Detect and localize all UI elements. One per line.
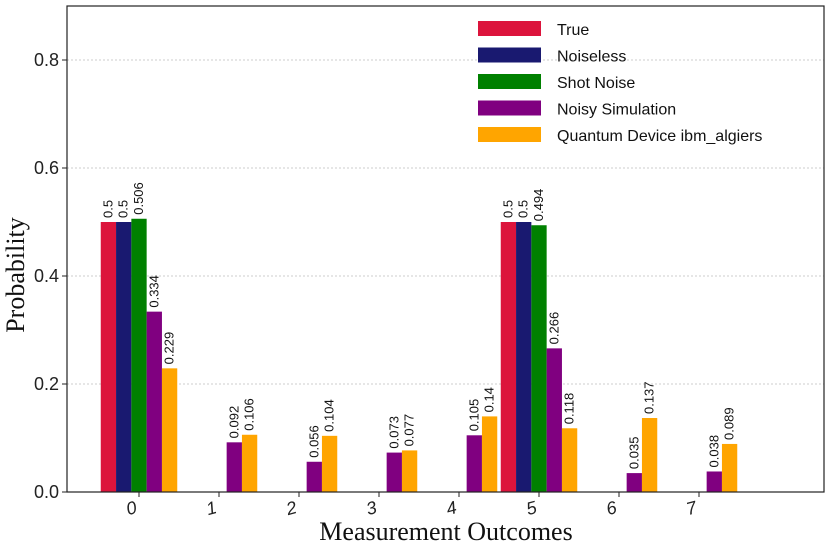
value-label: 0.229 [162,332,177,365]
legend: True Noiseless Shot Noise Noisy Simulation Q… [478,21,762,145]
bar [626,473,642,492]
plot-frame [66,5,825,493]
x-tick-label: 1 [204,497,219,519]
value-label: 0.494 [531,189,546,222]
bar [401,450,418,492]
x-tick-label: 3 [364,497,379,519]
legend-label: Shot Noise [557,75,635,92]
bar [161,368,178,492]
y-tick-label: 0.4 [34,266,59,286]
x-tick-label: 6 [604,497,620,519]
bar [561,428,578,492]
bar [146,311,162,492]
value-label: 0.089 [722,407,737,440]
bar [531,225,547,493]
value-label: 0.5 [100,200,115,218]
legend-label: Noiseless [557,49,626,66]
value-label: 0.5 [516,200,531,218]
legend-label: True [557,22,589,39]
bar [721,443,738,492]
x-tick-label: 2 [283,497,299,519]
bar [546,348,562,492]
value-label: 0.14 [482,387,497,412]
x-tick-label: 7 [684,497,700,519]
bar [466,435,482,492]
bar [481,416,498,492]
bar [500,222,517,492]
value-label: 0.118 [562,393,577,425]
legend-swatch [478,100,541,116]
bar [641,418,658,492]
bar [386,452,402,492]
y-tick-label: 0.6 [34,158,59,178]
x-tick-label: 4 [444,497,459,519]
x-tick-label: 5 [524,497,540,519]
legend-swatch [478,21,541,36]
bar [241,434,258,492]
bar [516,222,532,492]
y-axis-title: Probability [1,217,30,333]
value-label: 0.266 [546,312,561,345]
bar [100,222,117,492]
value-label: 0.105 [466,399,481,432]
legend-swatch [478,127,541,142]
value-label: 0.106 [242,398,257,431]
value-label: 0.334 [146,275,161,308]
value-label: 0.035 [626,437,641,470]
bars [100,218,738,493]
value-label: 0.073 [386,416,401,449]
value-label: 0.5 [116,200,131,218]
value-label: 0.104 [322,399,337,432]
bar [306,461,322,492]
x-axis-title: Measurement Outcomes [319,517,572,546]
y-tick-label: 0.0 [34,482,59,502]
bar [116,222,132,492]
legend-label: Noisy Simulation [557,102,676,119]
legend-swatch [478,47,541,63]
bar [226,442,242,492]
bar [321,435,338,492]
legend-swatch [478,74,541,89]
bar [131,218,147,492]
x-tick-label: 0 [124,497,139,519]
value-label: 0.038 [706,435,721,468]
y-tick-label: 0.8 [34,50,59,70]
axes: 0.0 0.2 0.4 0.6 0.8 0 1 2 3 4 5 6 7 [34,5,825,519]
grid [67,59,824,385]
legend-label: Quantum Device ibm_algiers [557,128,762,145]
value-label: 0.056 [306,425,321,458]
value-label: 0.5 [500,200,515,218]
value-label: 0.506 [131,182,146,215]
y-tick-label: 0.2 [34,374,59,394]
value-label: 0.077 [402,414,417,447]
value-label: 0.137 [642,381,657,414]
value-label: 0.092 [226,406,241,439]
bar [706,471,722,492]
